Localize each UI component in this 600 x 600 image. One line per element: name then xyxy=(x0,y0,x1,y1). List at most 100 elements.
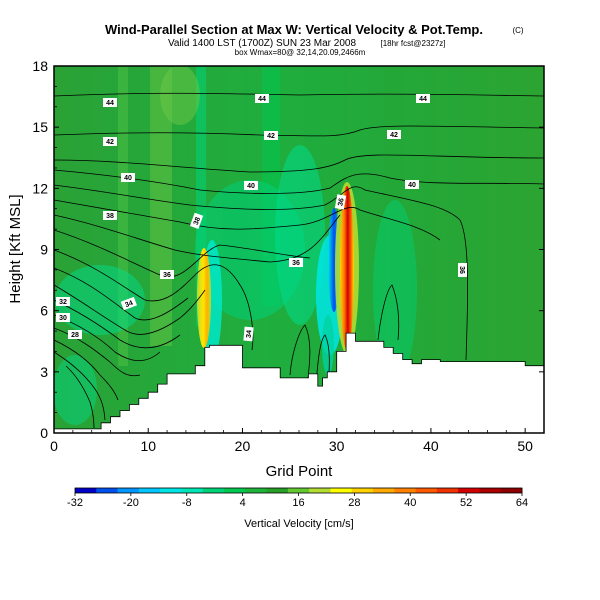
light-band xyxy=(196,66,206,326)
chart-subtitle: Valid 1400 LST (1700Z) SUN 23 Mar 2008 xyxy=(168,38,357,49)
colorbar-swatch xyxy=(181,488,204,493)
colorbar-tick-label: 16 xyxy=(292,497,304,509)
svg-text:28: 28 xyxy=(71,332,79,339)
isentrope xyxy=(54,339,119,401)
x-tick-label: 20 xyxy=(235,438,251,454)
isentrope xyxy=(54,92,544,97)
colorbar-swatch xyxy=(266,488,289,493)
svg-text:36: 36 xyxy=(163,272,171,279)
colorbar-swatch xyxy=(117,488,140,493)
y-tick-label: 3 xyxy=(40,364,48,380)
contour-label: 42 xyxy=(264,131,278,140)
isentropes xyxy=(54,92,544,429)
light-patch xyxy=(54,355,97,425)
colorbar-tick-label: -20 xyxy=(123,497,139,509)
svg-text:38: 38 xyxy=(106,213,114,220)
y-tick-label: 15 xyxy=(32,119,48,135)
light-patch xyxy=(275,145,325,325)
light-patch xyxy=(160,66,200,125)
contour-label: 36 xyxy=(334,194,347,210)
colorbar-tick-label: -8 xyxy=(182,497,192,509)
isentrope xyxy=(315,334,330,385)
colorbar-tick-label: 40 xyxy=(404,497,416,509)
colorbar-swatch xyxy=(138,488,161,493)
y-tick-label: 12 xyxy=(32,180,48,196)
chart-title: Wind-Parallel Section at Max W: Vertical… xyxy=(105,22,483,37)
contour-label: 36 xyxy=(160,270,174,279)
contour-label: 40 xyxy=(405,180,419,189)
contour-label: 44 xyxy=(255,94,269,103)
colorbar-swatch xyxy=(394,488,416,493)
x-tick-label: 50 xyxy=(517,438,533,454)
svg-text:34: 34 xyxy=(124,300,134,309)
colorbar-swatches xyxy=(75,488,523,493)
chart-subtitle-suffix: [18hr fcst@2327z] xyxy=(380,39,445,48)
plot-area xyxy=(54,66,544,433)
light-band xyxy=(118,66,128,366)
colorbar-swatch xyxy=(373,488,395,493)
x-tick-label: 40 xyxy=(423,438,439,454)
colorbar-swatch xyxy=(479,488,502,493)
svg-text:40: 40 xyxy=(124,175,132,182)
light-patch xyxy=(55,265,145,335)
svg-text:32: 32 xyxy=(59,299,67,306)
y-tick-label: 18 xyxy=(32,58,48,74)
isentrope xyxy=(54,229,311,278)
x-tick-label: 30 xyxy=(329,438,345,454)
svg-text:44: 44 xyxy=(258,96,266,103)
contour-label: 38 xyxy=(189,212,204,229)
x-axis-label: Grid Point xyxy=(266,463,334,480)
contour-label: 28 xyxy=(68,330,82,339)
colorbar-swatch xyxy=(351,488,374,493)
x-axis: 0 10 20 30 40 50 xyxy=(50,428,545,454)
x-tick-label: 0 xyxy=(50,438,58,454)
colorbar-swatch xyxy=(500,488,523,493)
contour-label: 32 xyxy=(56,297,70,306)
isentrope xyxy=(377,284,400,341)
colorbar-swatch xyxy=(309,488,331,493)
svg-text:44: 44 xyxy=(419,96,427,103)
terrain xyxy=(54,332,544,433)
svg-text:36: 36 xyxy=(458,266,465,274)
isentrope xyxy=(54,184,469,361)
colorbar: -32 -20 -8 4 16 28 40 52 64 Vertical Velocity [c… xyxy=(67,487,528,530)
colorbar-tick-label: 52 xyxy=(460,497,472,509)
colorbar-tick-label: 64 xyxy=(516,497,528,509)
isentrope xyxy=(54,314,161,362)
svg-text:42: 42 xyxy=(106,139,114,146)
contour-label-layer: 44 44 44 42 42 42 40 40 40 38 38 36 36 3… xyxy=(56,94,467,342)
chart-title-mark: (C) xyxy=(512,26,523,35)
isentrope xyxy=(54,284,206,335)
colorbar-swatch xyxy=(458,488,480,493)
colorbar-swatch xyxy=(415,488,438,493)
contour-label: 44 xyxy=(103,98,117,107)
contour-label: 34 xyxy=(243,326,254,342)
contour-label: 42 xyxy=(387,130,401,139)
colorbar-swatch xyxy=(160,488,182,493)
ridge-updraft xyxy=(197,248,211,348)
colorbar-tick-label: 28 xyxy=(348,497,360,509)
contour-label: 30 xyxy=(56,313,70,322)
svg-text:36: 36 xyxy=(292,260,300,267)
isentrope xyxy=(54,214,341,263)
svg-text:38: 38 xyxy=(193,216,202,226)
svg-text:30: 30 xyxy=(59,315,67,322)
y-axis-label: Height [Kft MSL] xyxy=(7,194,24,303)
contour-label: 36 xyxy=(289,258,303,267)
svg-text:36: 36 xyxy=(337,198,345,207)
y-tick-label: 9 xyxy=(40,242,48,258)
svg-text:34: 34 xyxy=(246,330,254,338)
colorbar-swatch xyxy=(202,488,225,493)
isentrope xyxy=(54,169,544,194)
contour-label: 36 xyxy=(458,263,467,277)
svg-text:44: 44 xyxy=(106,100,114,107)
contour-label: 42 xyxy=(103,137,117,146)
isentrope xyxy=(65,365,95,429)
colorbar-swatch xyxy=(224,488,246,493)
isentrope xyxy=(54,249,254,351)
isentrope xyxy=(289,324,311,379)
svg-text:40: 40 xyxy=(408,182,416,189)
colorbar-ticks: -32 -20 -8 4 16 28 40 52 64 xyxy=(67,493,528,509)
